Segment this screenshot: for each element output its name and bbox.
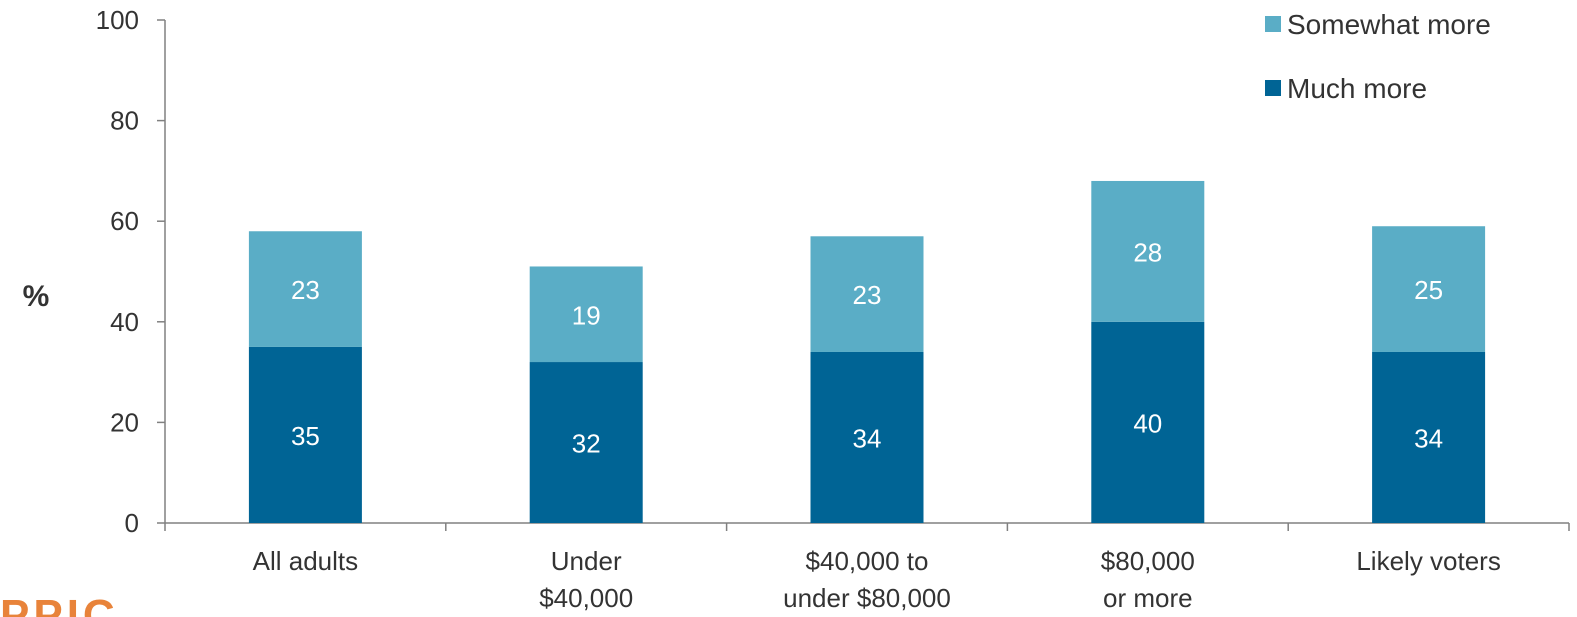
bar-much-more	[1091, 321, 1205, 523]
bar-somewhat-more	[1372, 226, 1486, 352]
y-tick-label: 100	[96, 5, 139, 35]
y-tick-label: 0	[125, 508, 139, 538]
data-label: 34	[1414, 423, 1443, 453]
y-axis-label: %	[23, 280, 50, 313]
data-label: 19	[572, 300, 601, 330]
bar-much-more	[1372, 351, 1486, 523]
data-label: 25	[1414, 275, 1443, 305]
data-label: 32	[572, 429, 601, 459]
y-tick-label: 80	[110, 106, 139, 136]
y-tick-label: 40	[110, 307, 139, 337]
legend-swatch	[1265, 80, 1281, 96]
x-category-label: under $80,000	[783, 583, 951, 613]
bar-somewhat-more	[248, 231, 362, 347]
data-label: 23	[291, 275, 320, 305]
ppic-logo: PPIC	[0, 597, 140, 617]
x-category-label: All adults	[253, 546, 359, 576]
bar-somewhat-more	[810, 236, 924, 352]
axes: 0 20 40 60 80 100	[96, 5, 1570, 538]
data-label: 23	[853, 280, 882, 310]
logo-text: PPIC	[0, 597, 119, 617]
data-label: 35	[291, 421, 320, 451]
y-tick-label: 60	[110, 206, 139, 236]
labels: 35 23 All adults 32 19 Under $40,000 34 23 $40,00…	[253, 237, 1501, 613]
x-category-label: Likely voters	[1356, 546, 1501, 576]
legend-label: Somewhat more	[1287, 9, 1491, 40]
x-category-label: $40,000	[539, 583, 633, 613]
x-category-label: $40,000 to	[806, 546, 929, 576]
legend: Somewhat more Much more	[1265, 9, 1491, 104]
bar-somewhat-more	[529, 266, 643, 363]
x-category-label: or more	[1103, 583, 1193, 613]
data-label: 28	[1133, 237, 1162, 267]
bar-much-more	[810, 351, 924, 523]
legend-label: Much more	[1287, 73, 1427, 104]
x-category-label: Under	[551, 546, 622, 576]
data-label: 34	[853, 423, 882, 453]
data-label: 40	[1133, 408, 1162, 438]
bar-much-more	[529, 362, 643, 523]
bars	[248, 180, 1486, 523]
bar-somewhat-more	[1091, 180, 1205, 322]
bar-much-more	[248, 346, 362, 523]
x-category-label: $80,000	[1101, 546, 1195, 576]
y-tick-label: 20	[110, 407, 139, 437]
legend-swatch	[1265, 16, 1281, 32]
